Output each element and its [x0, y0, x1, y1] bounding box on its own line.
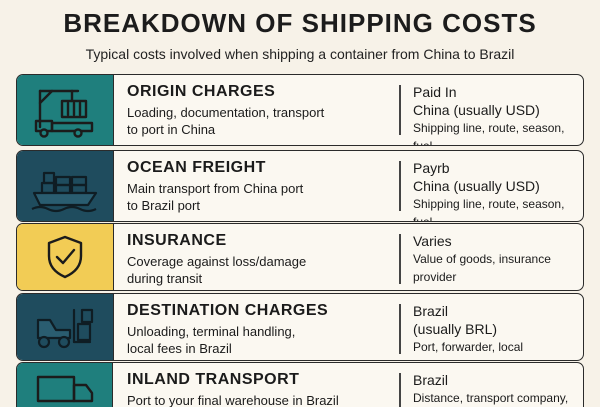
- row-description-line: Unloading, terminal handling,: [127, 324, 296, 339]
- crane-truck-icon: [34, 89, 94, 138]
- cost-factors: Port, forwarder, local regulations: [413, 340, 524, 360]
- cargo-ship-icon: [31, 171, 98, 213]
- paid-in-value: China (usually USD): [413, 102, 540, 118]
- row-heading: OCEAN FREIGHT: [127, 159, 266, 176]
- icon-panel: [17, 151, 114, 221]
- row-heading: ORIGIN CHARGES: [127, 83, 276, 100]
- paid-in-label: Payrb: [413, 160, 450, 176]
- paid-in-label: Brazil: [413, 372, 449, 388]
- cost-row-ocean-freight: OCEAN FREIGHT Main transport from China …: [16, 150, 584, 222]
- column-divider: [399, 304, 401, 354]
- row-heading: INSURANCE: [127, 232, 227, 249]
- paid-in-label: Brazil: [413, 303, 449, 319]
- cost-row-inland-transport: INLAND TRANSPORT Port to your final ware…: [16, 362, 584, 407]
- forklift-icon: [36, 308, 94, 349]
- icon-panel: [17, 294, 114, 360]
- row-description-line: to port in China: [127, 122, 216, 137]
- icon-panel: [17, 363, 113, 407]
- icon-panel: [17, 75, 114, 145]
- paid-in-label: Paid In: [413, 84, 457, 100]
- cost-row-origin-charges: ORIGIN CHARGES Loading, documentation, t…: [16, 74, 584, 146]
- icon-panel: [17, 224, 114, 290]
- row-description-line: Main transport from China port: [127, 181, 304, 196]
- row-description-line: to Brazil port: [127, 198, 200, 213]
- row-description-line: Loading, documentation, transport: [127, 105, 325, 120]
- cost-row-insurance: INSURANCE Coverage against loss/damage d…: [16, 223, 584, 291]
- paid-in-label: Varies: [413, 233, 452, 249]
- column-divider: [399, 85, 401, 135]
- page-title: BREAKDOWN OF SHIPPING COSTS: [63, 8, 537, 38]
- paid-in-value: China (usually USD): [413, 178, 540, 194]
- column-divider: [399, 234, 401, 284]
- page-subtitle: Typical costs involved when shipping a c…: [85, 46, 515, 62]
- cost-factors: Shipping line, route, season, fuel: [413, 197, 565, 222]
- cost-factors: Value of goods, insurance provider: [413, 252, 551, 284]
- row-heading: INLAND TRANSPORT: [127, 371, 300, 388]
- cost-factors: Shipping line, route, season, fuel: [413, 121, 565, 146]
- column-divider: [399, 161, 401, 211]
- row-heading: DESTINATION CHARGES: [127, 302, 329, 319]
- cost-factors: Distance, transport company,: [413, 391, 569, 405]
- paid-in-value: (usually BRL): [413, 321, 498, 337]
- row-description-line: during transit: [127, 271, 203, 286]
- row-description-line: Coverage against loss/damage: [127, 254, 307, 269]
- shield-check-icon: [47, 235, 83, 279]
- column-divider: [399, 373, 401, 407]
- cost-row-destination-charges: DESTINATION CHARGES Unloading, terminal …: [16, 293, 584, 361]
- row-description-line: local fees in Brazil: [127, 341, 232, 356]
